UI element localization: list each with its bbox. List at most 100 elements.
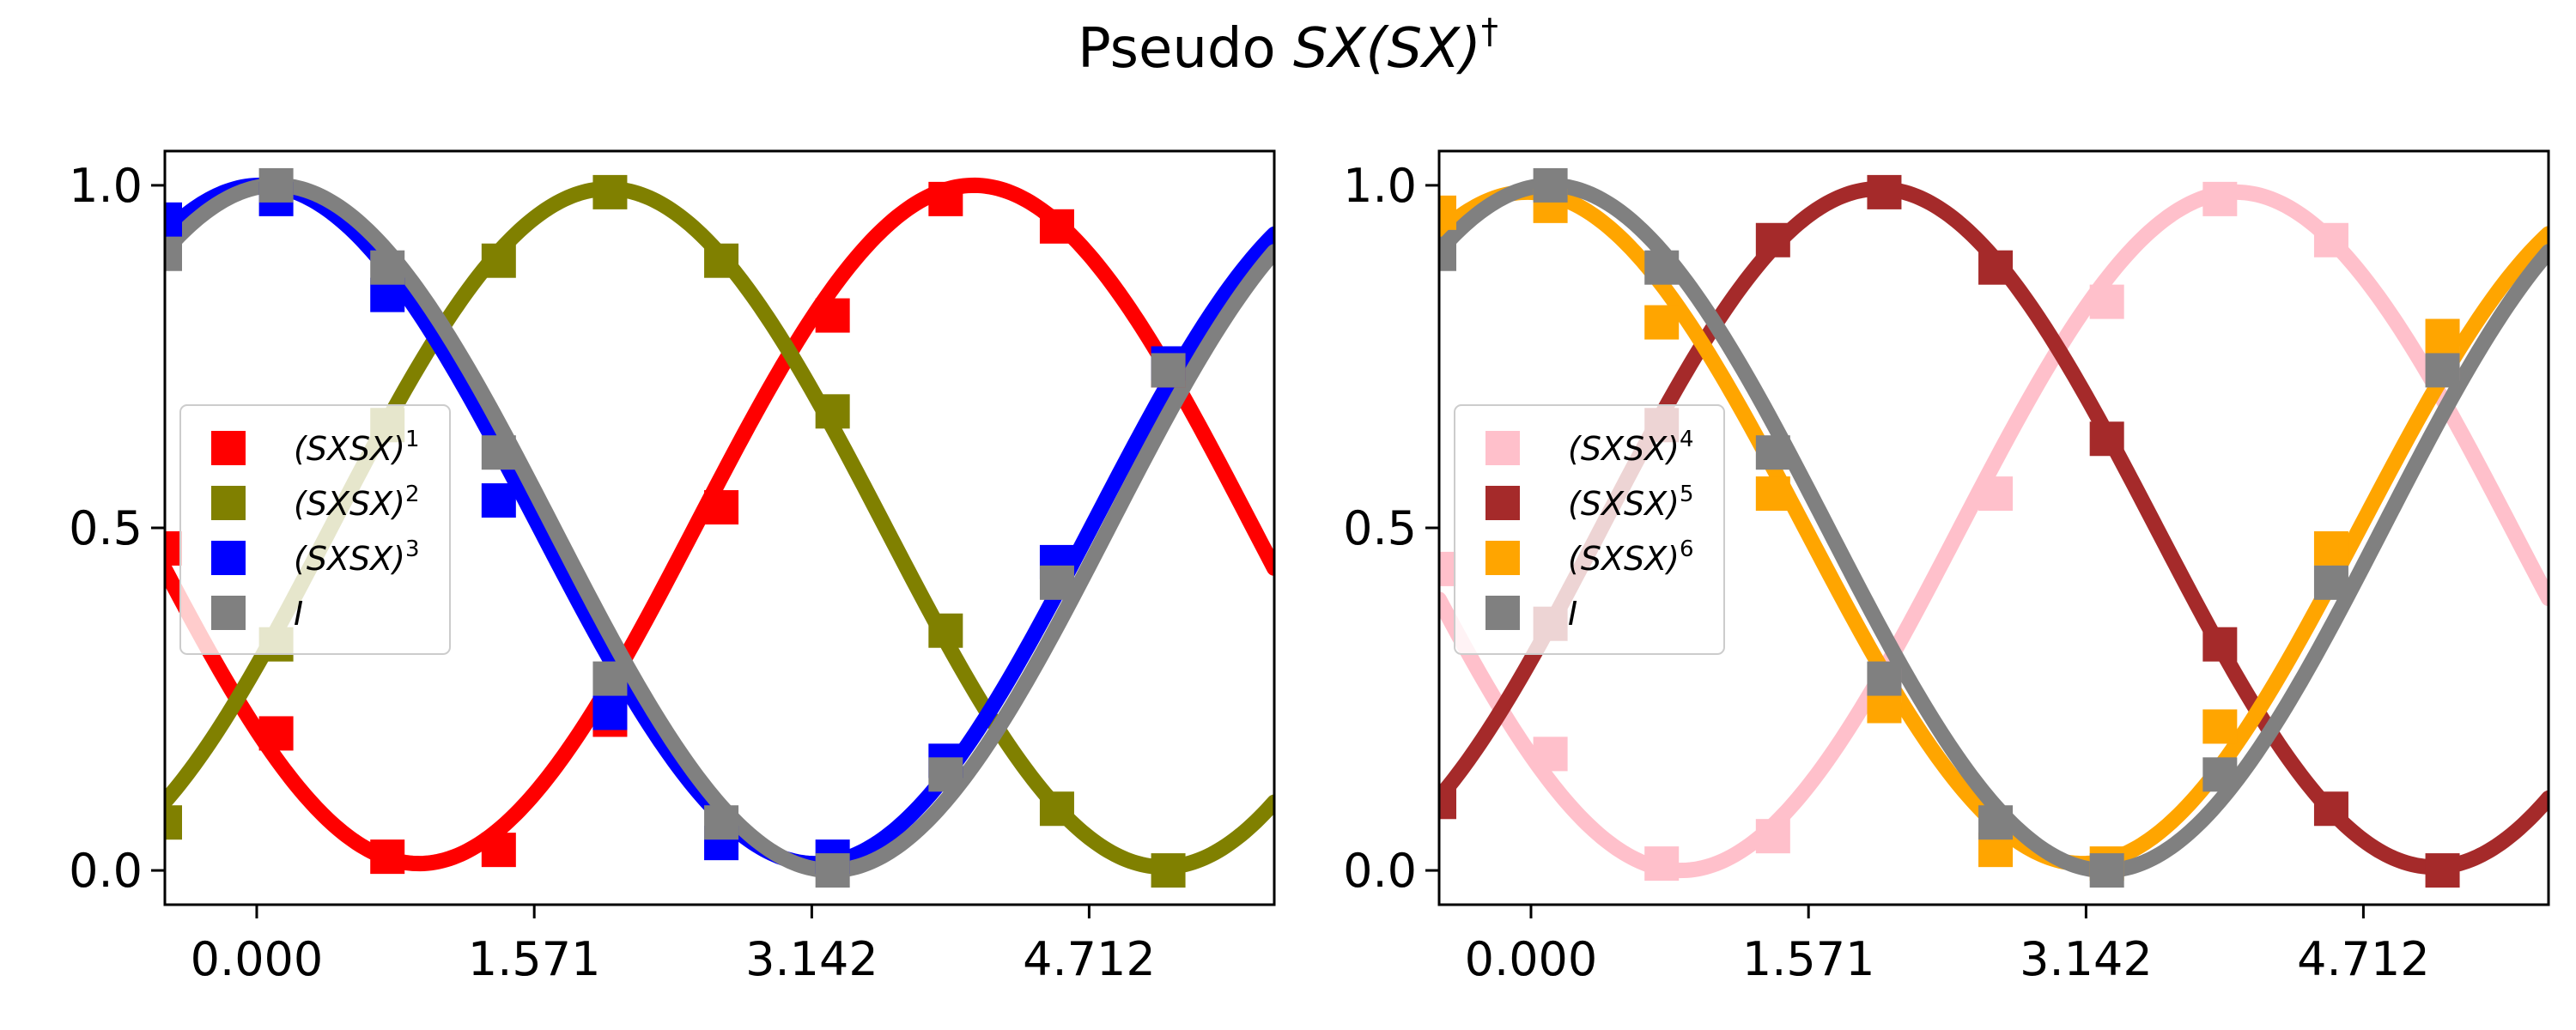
right-series-3-point-2 <box>1644 250 1680 285</box>
right-series-0-point-3 <box>1755 819 1790 854</box>
right-series-3-point-1 <box>1533 167 1568 203</box>
left-legend-swatch-1 <box>211 486 246 520</box>
left-series-0-point-3 <box>481 833 516 868</box>
left-series-1-point-0 <box>165 805 182 840</box>
right-series-1-point-7 <box>2202 627 2238 662</box>
right-series-0-point-6 <box>2089 284 2124 319</box>
left-series-3-point-7 <box>928 757 963 792</box>
right-legend-swatch-3 <box>1485 596 1520 630</box>
right-series-2-point-8 <box>2313 530 2348 566</box>
right-series-1-point-8 <box>2313 791 2348 827</box>
right-series-1-point-3 <box>1755 222 1790 258</box>
left-series-0-point-8 <box>1039 209 1074 244</box>
left-legend-box <box>179 404 451 655</box>
right-series-0-point-0 <box>1439 551 1456 586</box>
left-legend-swatch-0 <box>211 431 246 465</box>
right-y-tick-label-0: 0.0 <box>1343 844 1417 898</box>
left-series-3-point-5 <box>704 805 739 840</box>
left-legend-label-2: (SXSX)3 <box>294 536 420 578</box>
right-legend: (SXSX)4 (SXSX)5 (SXSX)6 I <box>1454 404 1725 655</box>
right-series-1-point-6 <box>2089 421 2124 457</box>
left-series-0-point-2 <box>370 839 405 875</box>
left-series-0-point-0 <box>165 530 182 566</box>
left-series-3-point-1 <box>258 167 294 203</box>
left-x-tick-label-3: 4.712 <box>1023 932 1156 986</box>
left-series-2-point-0 <box>165 202 182 237</box>
left-series-0-point-1 <box>258 716 294 751</box>
right-series-0-point-7 <box>2202 181 2238 216</box>
right-legend-box <box>1454 404 1725 655</box>
left-legend: (SXSX)1 (SXSX)2 (SXSX)3 I <box>179 404 451 655</box>
right-plot-area <box>1439 167 2549 888</box>
left-y-tick-label-2: 1.0 <box>69 159 143 213</box>
left-x-tick-label-0: 0.000 <box>191 932 324 986</box>
right-series-0-point-2 <box>1644 846 1680 882</box>
left-series-2-point-3 <box>481 483 516 518</box>
left-series-3-point-8 <box>1039 565 1074 600</box>
left-legend-swatch-2 <box>211 541 246 575</box>
left-series-1-point-8 <box>1039 791 1074 827</box>
right-series-2-point-0 <box>1439 195 1456 230</box>
left-x-tick-label-1: 1.571 <box>468 932 601 986</box>
left-series-1-point-6 <box>815 394 850 429</box>
left-y-tick-label-0: 0.0 <box>69 844 143 898</box>
right-legend-label-1: (SXSX)5 <box>1568 482 1694 523</box>
left-chart-panel: 0.00.51.00.000 1.571 3.142 4.712(SXSX)1(SXS… <box>69 149 1276 986</box>
right-series-3-point-3 <box>1755 435 1790 470</box>
left-series-2-point-4 <box>592 695 628 730</box>
left-x-tick-label-2: 3.142 <box>745 932 878 986</box>
right-series-3-point-4 <box>1867 661 1902 696</box>
right-x-tick-label-2: 3.142 <box>2020 932 2153 986</box>
right-series-2-point-9 <box>2425 318 2460 354</box>
left-series-0-point-5 <box>704 490 739 525</box>
right-y-tick-label-2: 1.0 <box>1343 159 1417 213</box>
left-series-1-point-7 <box>928 613 963 648</box>
left-series-3-point-4 <box>592 661 628 696</box>
right-series-line-3 <box>1439 177 2549 879</box>
right-series-1-point-9 <box>2425 853 2460 888</box>
left-series-3-point-6 <box>815 853 850 888</box>
right-series-1-point-0 <box>1439 785 1456 820</box>
left-series-3-point-9 <box>1151 353 1186 388</box>
left-series-1-point-9 <box>1151 853 1186 888</box>
left-series-0-point-7 <box>928 181 963 216</box>
right-series-0-point-1 <box>1533 736 1568 772</box>
figure-title-math: SX(SX) <box>1293 17 1481 81</box>
right-series-1-point-5 <box>1978 250 2014 285</box>
right-legend-label-2: (SXSX)6 <box>1568 536 1694 578</box>
right-series-2-point-3 <box>1755 476 1790 512</box>
left-legend-label-0: (SXSX)1 <box>294 427 420 468</box>
left-legend-label-3: I <box>294 595 303 633</box>
left-series-0-point-6 <box>815 298 850 333</box>
right-legend-swatch-0 <box>1485 431 1520 465</box>
left-series-1-point-5 <box>704 243 739 278</box>
right-series-3-point-7 <box>2202 757 2238 792</box>
right-series-3-point-5 <box>1978 805 2014 840</box>
right-legend-label-3: I <box>1568 595 1577 633</box>
right-series-3-point-8 <box>2313 565 2348 600</box>
left-series-3-point-0 <box>165 236 182 271</box>
right-series-3-point-9 <box>2425 353 2460 388</box>
right-series-0-point-5 <box>1978 476 2014 512</box>
right-series-3-point-0 <box>1439 236 1456 271</box>
right-series-2-point-7 <box>2202 709 2238 744</box>
left-series-3-point-3 <box>481 435 516 470</box>
right-legend-swatch-1 <box>1485 486 1520 520</box>
right-series-0-point-8 <box>2313 222 2348 258</box>
left-series-line-0 <box>165 177 1274 872</box>
right-x-tick-label-1: 1.571 <box>1742 932 1875 986</box>
left-series-1-point-3 <box>481 243 516 278</box>
right-series-line-0 <box>1439 184 2549 879</box>
left-series-3-point-2 <box>370 250 405 285</box>
left-legend-label-1: (SXSX)2 <box>294 482 420 523</box>
left-legend-swatch-3 <box>211 596 246 630</box>
right-y-tick-label-1: 0.5 <box>1343 501 1417 555</box>
right-chart-panel: 0.00.51.00.000 1.571 3.142 4.712(SXSX)4(SXS… <box>1343 149 2550 986</box>
figure-title: Pseudo SX(SX)† <box>1078 12 1498 81</box>
right-x-tick-label-0: 0.000 <box>1465 932 1598 986</box>
right-series-3-point-6 <box>2089 853 2124 888</box>
right-series-1-point-4 <box>1867 174 1902 209</box>
left-series-1-point-4 <box>592 174 628 209</box>
figure-title-dagger: † <box>1481 12 1498 52</box>
